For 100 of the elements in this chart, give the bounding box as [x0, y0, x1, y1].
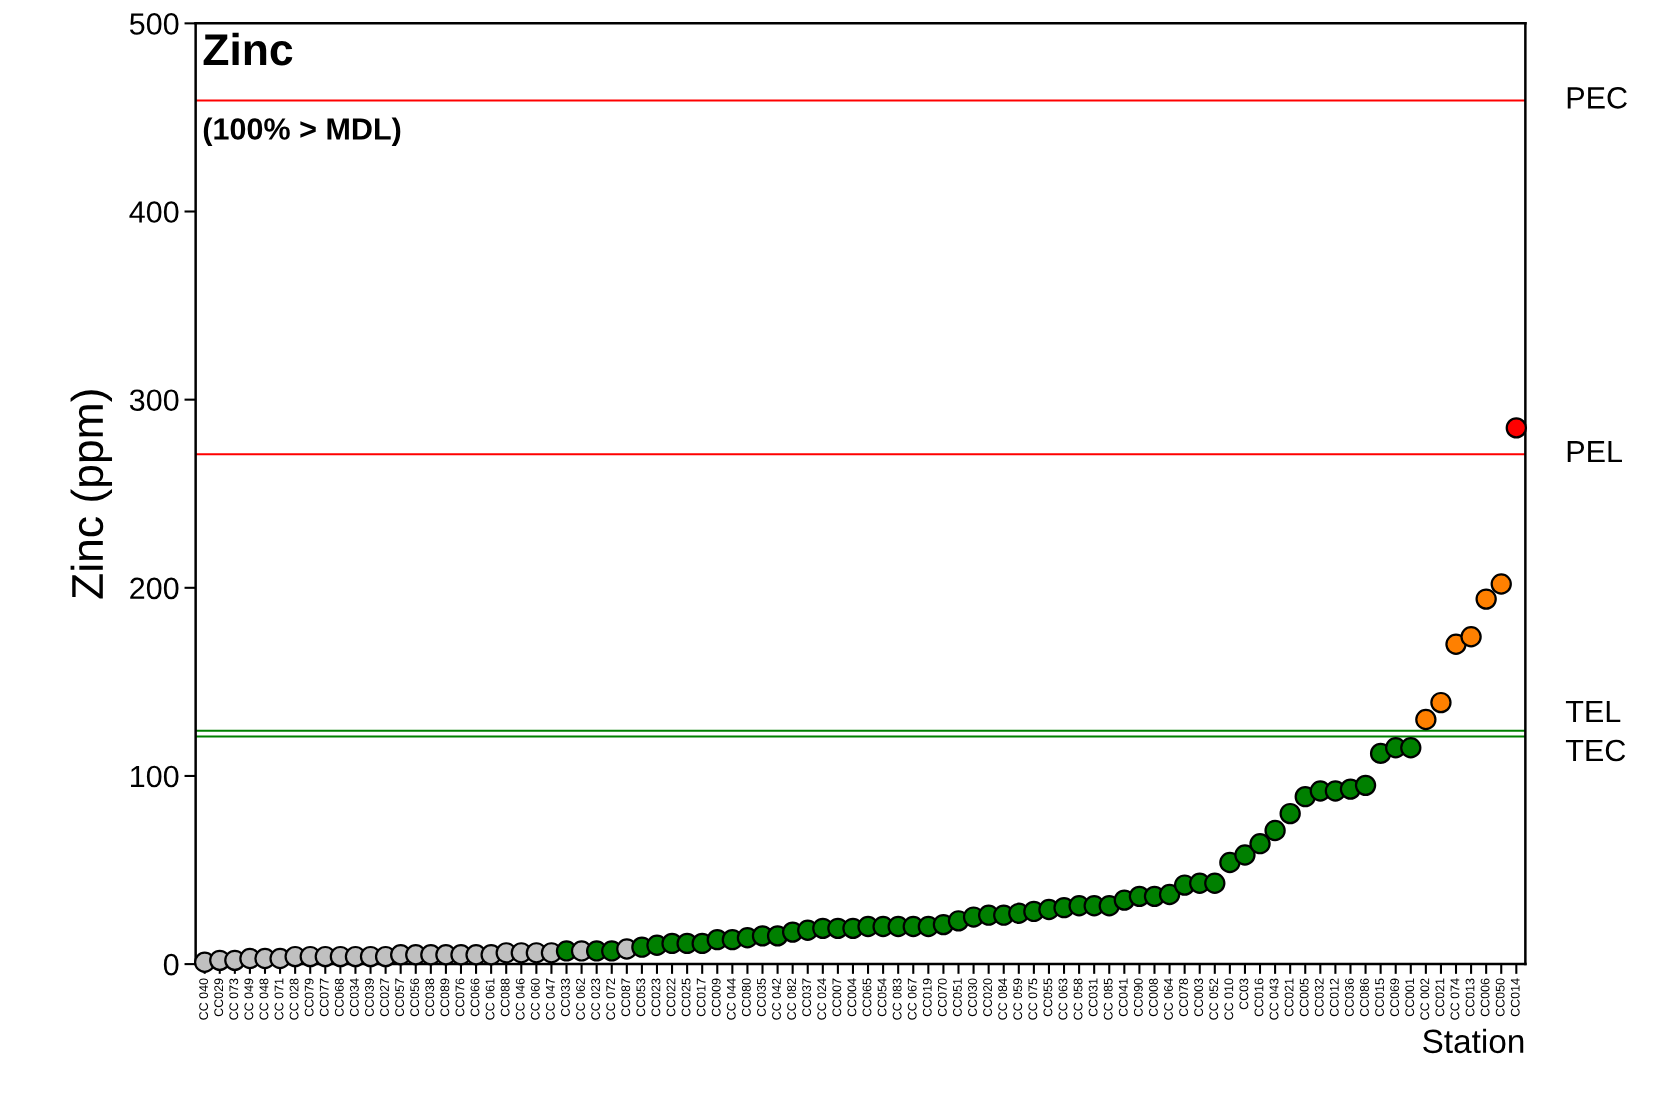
x-tick-label: CC009 — [711, 978, 721, 1017]
x-tick-label: CC035 — [757, 978, 766, 1017]
x-tick-label: CC023 — [651, 978, 661, 1017]
x-tick-label: CC068 — [334, 978, 344, 1017]
x-tick-label: CC020 — [983, 978, 992, 1017]
x-tick-label: CC087 — [621, 978, 631, 1017]
y-tick-label: 300 — [129, 389, 179, 412]
x-tick-label: CC 043 — [1269, 978, 1279, 1020]
x-tick-label: CC032 — [1314, 978, 1324, 1017]
x-tick-label: CC004 — [847, 978, 857, 1017]
x-tick-label: CC 075 — [1028, 978, 1038, 1020]
x-tick-label: CC053 — [636, 978, 646, 1017]
x-tick-label: CC041 — [1118, 978, 1128, 1017]
x-tick-label: CC079 — [304, 978, 314, 1017]
x-tick-label: CC016 — [1254, 978, 1264, 1017]
x-tick-label: CC090 — [1133, 978, 1143, 1017]
x-tick-label: CC056 — [410, 978, 420, 1017]
y-tick-label: 100 — [131, 765, 179, 788]
x-tick-label: CC 062 — [576, 978, 585, 1020]
x-tick-label: CC 046 — [515, 978, 525, 1020]
x-tick-label: CC 061 — [485, 978, 495, 1020]
x-tick-label: CC 085 — [1103, 978, 1113, 1020]
x-tick-label: CC065 — [862, 978, 872, 1017]
x-tick-label: CC051 — [953, 978, 962, 1017]
x-tick-label: CC019 — [922, 978, 932, 1017]
x-tick-label: CC 002 — [1420, 978, 1430, 1020]
x-tick-label: CC031 — [1088, 978, 1098, 1017]
x-tick-label: CC 083 — [892, 978, 902, 1020]
x-tick-label: CC 023 — [591, 978, 601, 1020]
x-tick-label: CC054 — [877, 978, 887, 1017]
x-tick-label: CC 072 — [606, 978, 616, 1020]
y-tick-label: 500 — [129, 13, 179, 35]
x-tick-label: CC025 — [681, 978, 691, 1017]
x-tick-label: CC 084 — [998, 978, 1008, 1020]
x-tick-label: CC027 — [380, 978, 389, 1017]
x-tick-label: CC021 — [1284, 978, 1294, 1017]
x-tick-label: CC039 — [365, 978, 374, 1017]
x-tick-label: CC003 — [1194, 978, 1204, 1017]
text: (100% > MDL) — [203, 117, 401, 146]
x-tick-label: CC015 — [1375, 978, 1384, 1017]
x-tick-label: CC014 — [1510, 978, 1520, 1017]
ref-line-label: PEC — [1567, 87, 1627, 109]
x-tick-label: CC 074 — [1450, 978, 1460, 1020]
x-tick-label: CC012 — [1329, 978, 1339, 1017]
x-tick-label: CC 058 — [1073, 978, 1083, 1020]
x-tick-label: CC 082 — [787, 978, 797, 1020]
x-tick-label: CC066 — [470, 978, 480, 1017]
chart-title: Zinc — [203, 32, 293, 66]
x-tick-label: CC 064 — [1164, 978, 1173, 1020]
x-tick-label: CC 028 — [289, 978, 299, 1020]
x-tick-label: CC021 — [1435, 978, 1445, 1017]
x-tick-label: CC 073 — [229, 978, 239, 1020]
x-tick-label: CC057 — [395, 978, 405, 1017]
x-tick-label: CC017 — [696, 978, 706, 1017]
x-tick-label: CC 059 — [1013, 978, 1023, 1020]
x-tick-label: CC001 — [1405, 978, 1415, 1017]
x-tick-label: CC 071 — [274, 978, 284, 1020]
x-tick-label: CC055 — [1043, 978, 1053, 1017]
x-tick-label: CC013 — [1465, 978, 1475, 1017]
x-tick-label: CC 024 — [817, 978, 827, 1020]
x-tick-label: CC 047 — [545, 978, 555, 1020]
x-tick-label: CC 049 — [244, 978, 254, 1020]
x-tick-label: CC050 — [1495, 978, 1505, 1017]
x-tick-label: CC 048 — [259, 978, 269, 1020]
x-tick-label: CC080 — [741, 978, 751, 1017]
x-tick-label: CC069 — [1390, 978, 1400, 1017]
x-axis-title: Station — [1423, 1028, 1524, 1054]
x-tick-label: CC005 — [1299, 978, 1309, 1017]
x-tick-label: CC 044 — [726, 978, 736, 1020]
x-tick-label: CC086 — [1360, 978, 1369, 1017]
y-axis-title: Zinc (ppm) — [70, 390, 113, 599]
y-tick-label: 200 — [130, 577, 179, 600]
x-tick-label: CC089 — [440, 978, 450, 1017]
y-tick-label: 0 — [163, 953, 179, 976]
y-tick-label: 400 — [129, 201, 179, 223]
x-tick-label: CC008 — [1148, 978, 1158, 1017]
x-tick-label: CC030 — [968, 978, 977, 1017]
ref-line-label: PEL — [1567, 441, 1622, 463]
x-tick-label: CC033 — [561, 978, 570, 1017]
x-tick-label: CC029 — [214, 978, 224, 1017]
x-tick-label: CC036 — [1344, 978, 1354, 1017]
x-tick-label: CC 067 — [907, 978, 917, 1020]
x-tick-label: CC 040 — [199, 978, 209, 1020]
x-tick-label: CC034 — [349, 978, 359, 1017]
x-tick-label: CC 063 — [1058, 978, 1068, 1020]
x-tick-label: CC007 — [832, 978, 842, 1017]
ref-line-label: TEL — [1565, 701, 1621, 723]
x-tick-label: CC076 — [455, 978, 465, 1017]
x-tick-label: CC 010 — [1224, 978, 1234, 1020]
x-tick-label: CC022 — [666, 978, 676, 1017]
x-tick-label: CC078 — [1179, 978, 1188, 1017]
x-tick-label: CC 060 — [530, 978, 540, 1020]
x-tick-label: CC 052 — [1209, 978, 1219, 1020]
ref-line-label: TEC — [1565, 739, 1626, 762]
x-tick-label: CC 042 — [772, 978, 781, 1020]
x-tick-label: CC088 — [500, 978, 510, 1017]
x-tick-label: CC037 — [802, 978, 812, 1017]
x-tick-label: CC077 — [319, 978, 329, 1017]
x-tick-label: CC070 — [937, 978, 947, 1017]
x-tick-label: CC03 — [1239, 978, 1249, 1010]
